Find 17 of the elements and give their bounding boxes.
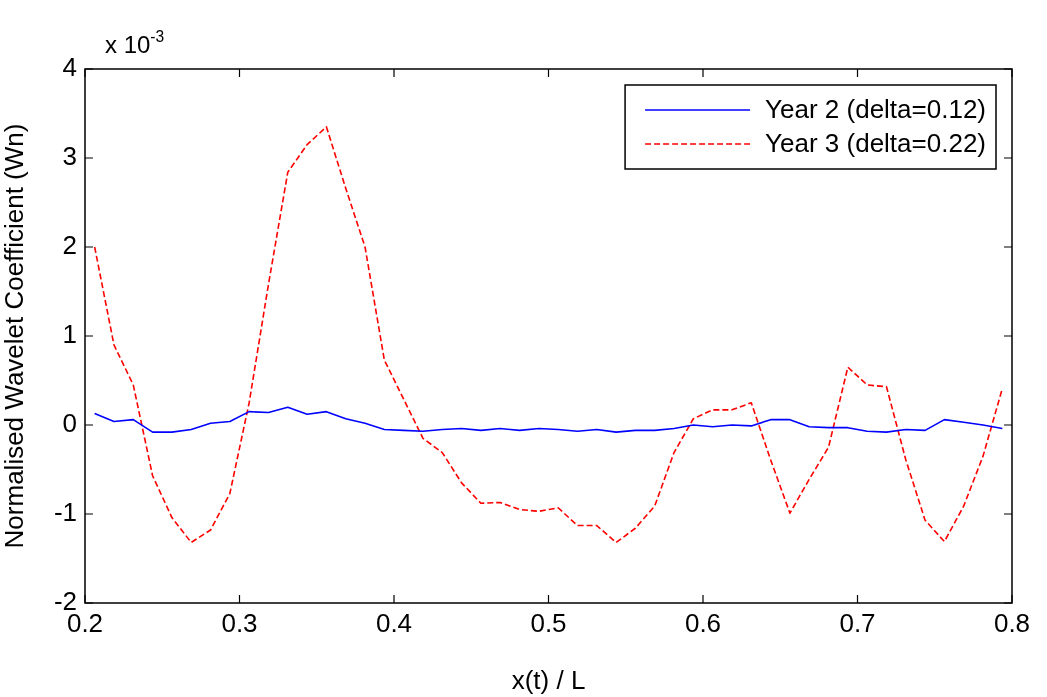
- x-tick-label: 0.6: [684, 607, 722, 638]
- y-tick-label: -1: [53, 497, 77, 528]
- y-axis-title: Normalised Wavelet Coefficient (Wn): [0, 123, 29, 549]
- y-tick-label: 1: [62, 319, 77, 350]
- y-tick-label: 2: [62, 230, 77, 261]
- x-tick-label: 0.8: [993, 607, 1031, 638]
- line-series: [93, 126, 1004, 544]
- x-tick-label: 0.7: [839, 607, 876, 638]
- x-tick-label: 0.3: [221, 607, 258, 638]
- x-tick-label: 0.4: [375, 607, 413, 638]
- x-axis-title: x(t) / L: [511, 664, 586, 695]
- y-tick-label: 4: [62, 52, 77, 83]
- legend-label: Year 3 (delta=0.22): [765, 128, 987, 159]
- x-tick-label: 0.5: [530, 607, 567, 638]
- y-tick-label: 3: [62, 141, 77, 172]
- y-tick-label: 0: [62, 408, 77, 439]
- legend-label: Year 2 (delta=0.12): [765, 94, 987, 125]
